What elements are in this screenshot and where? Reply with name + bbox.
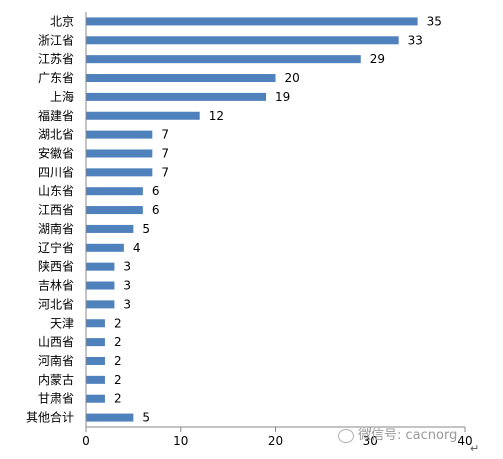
bar xyxy=(86,375,105,384)
value-label: 2 xyxy=(114,392,122,406)
category-label: 福建省 xyxy=(38,108,74,123)
value-label: 33 xyxy=(408,33,423,47)
bar xyxy=(86,92,267,101)
x-ticks: 0 10 20 30 40 xyxy=(82,427,473,448)
bar xyxy=(86,149,153,158)
value-label: 6 xyxy=(152,184,160,198)
category-label: 四川省 xyxy=(38,165,74,179)
bars-group xyxy=(86,17,418,422)
category-label: 其他合计 xyxy=(26,410,74,425)
bar xyxy=(86,319,105,328)
category-label: 江苏省 xyxy=(38,52,74,66)
bar xyxy=(86,168,153,177)
bar xyxy=(86,55,361,64)
bar xyxy=(86,130,153,139)
value-label: 7 xyxy=(161,146,169,160)
value-label: 3 xyxy=(123,260,131,274)
category-label: 山西省 xyxy=(38,335,74,349)
bar xyxy=(86,243,124,252)
return-mark: ↵ xyxy=(470,442,480,455)
bar xyxy=(86,187,143,196)
bar xyxy=(86,36,399,45)
x-tick-label: 40 xyxy=(457,434,472,448)
category-label: 山东省 xyxy=(38,184,74,198)
bar xyxy=(86,281,115,290)
bar xyxy=(86,224,134,233)
category-label: 吉林省 xyxy=(38,279,74,293)
bar xyxy=(86,17,418,26)
category-label: 辽宁省 xyxy=(38,240,74,255)
value-label: 20 xyxy=(285,71,300,85)
value-label: 6 xyxy=(152,203,160,217)
bar xyxy=(86,394,105,403)
watermark-text: 微信号: cacnorg xyxy=(358,428,458,443)
value-label: 7 xyxy=(161,128,169,142)
category-label: 河北省 xyxy=(38,297,74,311)
category-label: 安徽省 xyxy=(38,145,74,160)
value-label: 7 xyxy=(161,165,169,179)
value-label: 2 xyxy=(114,335,122,349)
category-label: 江西省 xyxy=(38,203,74,217)
bar xyxy=(86,338,105,347)
bar xyxy=(86,300,115,309)
value-label: 12 xyxy=(209,109,224,123)
bar xyxy=(86,356,105,365)
value-label: 19 xyxy=(275,90,290,104)
category-label: 湖南省 xyxy=(38,221,74,236)
category-label: 上海 xyxy=(50,89,74,104)
category-label: 甘肃省 xyxy=(38,392,74,406)
category-label: 北京 xyxy=(50,14,74,28)
value-label: 29 xyxy=(370,52,385,66)
wechat-icon xyxy=(338,428,354,443)
value-label: 3 xyxy=(123,279,131,293)
bar xyxy=(86,111,200,120)
bar xyxy=(86,74,276,83)
category-label: 湖北省 xyxy=(38,127,74,142)
x-tick-label: 30 xyxy=(363,434,378,448)
value-label: 2 xyxy=(114,354,122,368)
value-label: 3 xyxy=(123,297,131,311)
category-labels: 北京浙江省江苏省广东省上海福建省湖北省安徽省四川省山东省江西省湖南省辽宁省陕西省… xyxy=(26,14,74,424)
value-label: 5 xyxy=(142,222,150,236)
bar xyxy=(86,413,134,422)
x-tick-label: 0 xyxy=(82,434,90,448)
value-label: 4 xyxy=(133,241,141,255)
value-label: 2 xyxy=(114,373,122,387)
category-label: 陕西省 xyxy=(38,259,74,274)
category-label: 河南省 xyxy=(38,353,74,368)
bar xyxy=(86,206,143,215)
value-label: 35 xyxy=(427,14,442,28)
category-label: 广东省 xyxy=(38,71,74,85)
category-label: 浙江省 xyxy=(38,33,74,47)
value-label: 5 xyxy=(142,411,150,425)
bar xyxy=(86,262,115,271)
value-label: 2 xyxy=(114,316,122,330)
category-label: 内蒙古 xyxy=(38,372,74,387)
watermark: 微信号: cacnorg xyxy=(338,424,457,443)
category-label: 天津 xyxy=(50,316,74,330)
x-tick-label: 10 xyxy=(173,434,188,448)
x-tick-label: 20 xyxy=(268,434,283,448)
